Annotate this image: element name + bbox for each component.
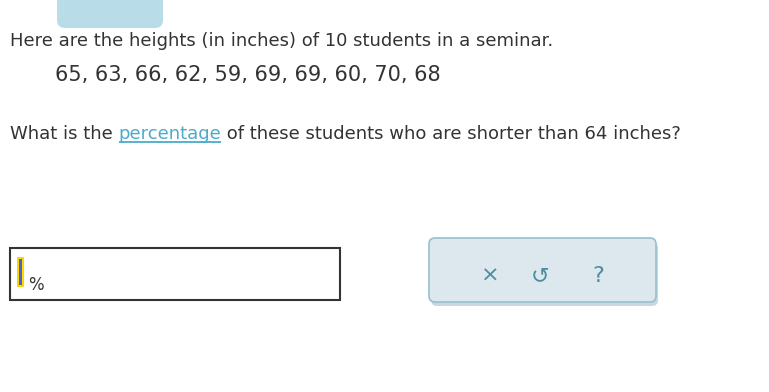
Text: of these students who are shorter than 64 inches?: of these students who are shorter than 6…	[221, 125, 681, 143]
Text: ×: ×	[481, 266, 499, 286]
FancyBboxPatch shape	[57, 0, 163, 28]
FancyBboxPatch shape	[429, 238, 656, 302]
Bar	[17, 257, 24, 287]
Bar	[19, 259, 22, 285]
Text: What is the: What is the	[10, 125, 118, 143]
FancyBboxPatch shape	[431, 242, 658, 306]
Text: 65, 63, 66, 62, 59, 69, 69, 60, 70, 68: 65, 63, 66, 62, 59, 69, 69, 60, 70, 68	[55, 65, 441, 85]
Bar	[10, 248, 340, 300]
Text: %: %	[28, 276, 44, 294]
Text: Here are the heights (in inches) of 10 students in a seminar.: Here are the heights (in inches) of 10 s…	[10, 32, 553, 50]
Text: percentage: percentage	[118, 125, 221, 143]
Text: ?: ?	[592, 266, 604, 286]
Text: ↺: ↺	[531, 266, 549, 286]
